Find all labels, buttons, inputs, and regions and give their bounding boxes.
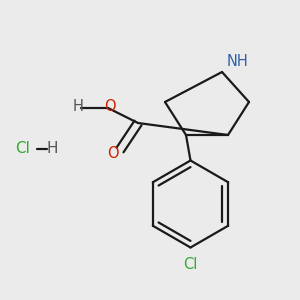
Text: Cl: Cl (15, 141, 30, 156)
Text: NH: NH (226, 54, 248, 69)
Text: H: H (47, 141, 58, 156)
Text: Cl: Cl (183, 257, 198, 272)
Text: H: H (73, 99, 83, 114)
Text: O: O (107, 146, 118, 160)
Text: O: O (104, 99, 115, 114)
